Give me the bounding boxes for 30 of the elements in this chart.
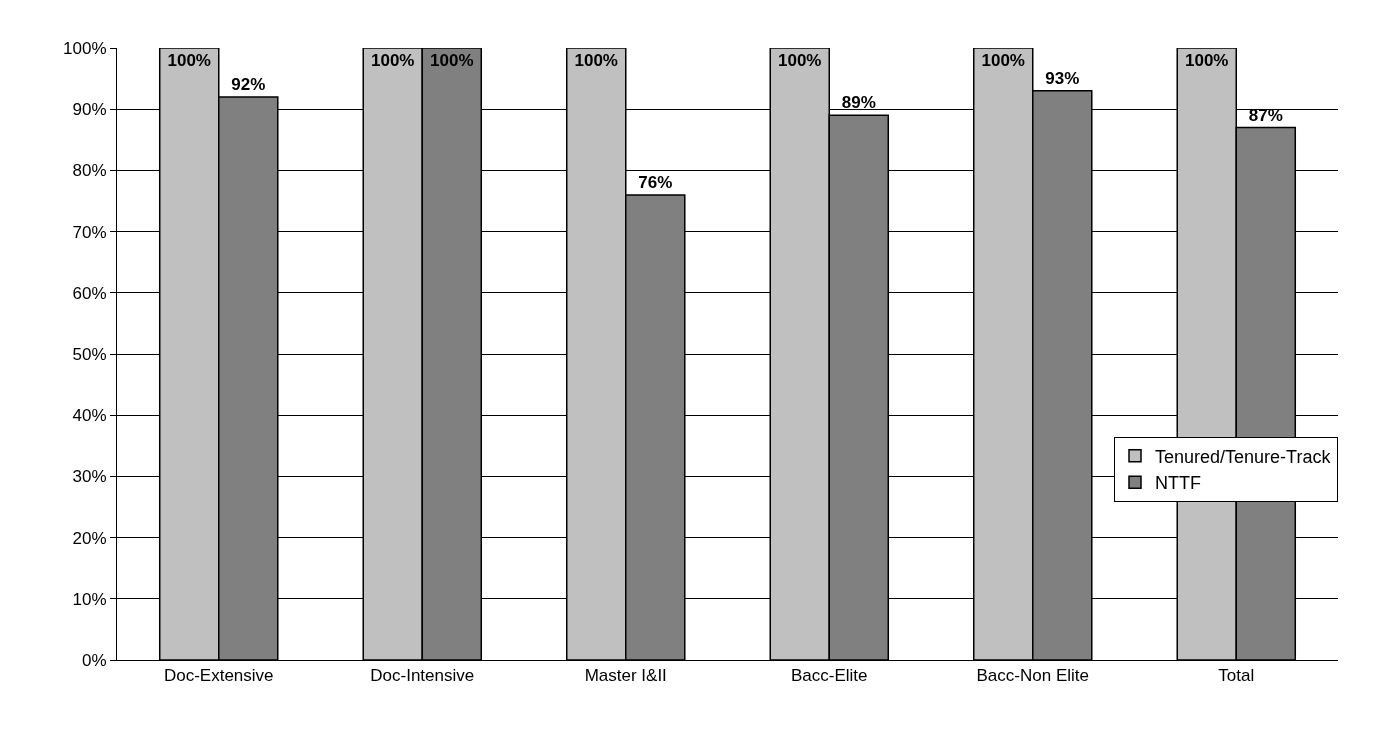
y-tick-label: 40%: [72, 406, 107, 426]
y-tick-label: 30%: [72, 467, 107, 487]
x-tick-label: Bacc-Non Elite: [976, 666, 1089, 686]
x-tick-label: Total: [1218, 666, 1255, 686]
x-tick-label: Bacc-Elite: [790, 666, 868, 686]
data-label: 100%: [430, 51, 474, 70]
data-label: 100%: [1185, 51, 1229, 70]
data-label: 100%: [981, 51, 1025, 70]
data-label: 100%: [371, 51, 415, 70]
data-label: 92%: [231, 74, 266, 94]
data-label: 89%: [841, 93, 876, 113]
y-tick-label: 90%: [72, 100, 107, 120]
data-label: 100%: [574, 51, 618, 70]
y-tick-label: 100%: [63, 38, 107, 58]
legend-label: NTTF: [1155, 473, 1201, 494]
data-label: 100%: [778, 51, 822, 70]
x-tick-label: Doc-Extensive: [163, 666, 274, 686]
y-tick-label: 60%: [72, 283, 107, 303]
x-tick-label: Doc-Intensive: [370, 666, 475, 686]
y-tick-label: 50%: [72, 344, 107, 364]
y-tick-label: 10%: [72, 589, 107, 609]
legend-label: Tenured/Tenure-Track: [1155, 446, 1332, 467]
data-label: 100%: [167, 51, 211, 70]
data-label: 76%: [638, 172, 673, 192]
y-tick-label: 20%: [72, 528, 107, 548]
x-tick-label: Master I&II: [584, 666, 667, 686]
y-tick-label: 70%: [72, 222, 107, 242]
y-tick-label: 0%: [82, 650, 107, 670]
y-tick-label: 80%: [72, 161, 107, 181]
data-label: 93%: [1045, 68, 1080, 88]
